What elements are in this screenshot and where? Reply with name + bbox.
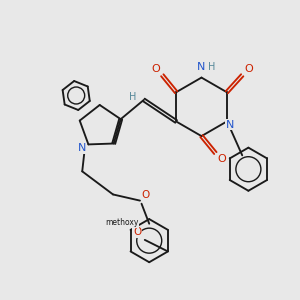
Text: methoxy: methoxy xyxy=(105,218,138,227)
Text: N: N xyxy=(78,143,86,153)
Text: H: H xyxy=(208,62,215,72)
Text: H: H xyxy=(129,92,137,102)
Text: O: O xyxy=(141,190,149,200)
Text: O: O xyxy=(217,154,226,164)
Text: O: O xyxy=(244,64,253,74)
Text: O: O xyxy=(152,64,161,74)
Text: N: N xyxy=(226,119,234,130)
Text: O: O xyxy=(133,227,141,237)
Text: N: N xyxy=(197,62,206,72)
